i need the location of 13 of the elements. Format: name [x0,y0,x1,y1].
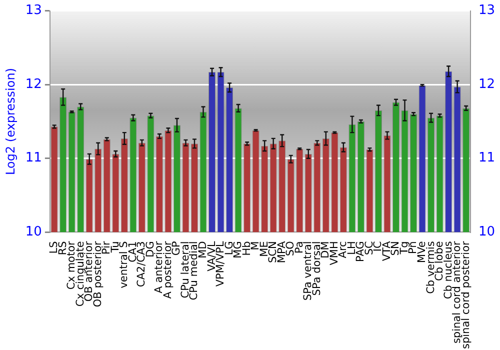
y2-tick-label: 12 [478,76,496,92]
y-axis-title: Log2 (expression) [3,68,18,175]
y-tick-label: 11 [25,150,42,166]
y2-tick-label: 13 [478,3,496,18]
x-tick-label: Tg [398,241,410,256]
y2-tick-label: 11 [478,150,496,166]
y-tick-label: 12 [25,76,42,92]
y-tick-label: 10 [25,224,42,240]
y2-tick-label: 10 [478,224,496,240]
x-tick-label: A posterior [162,240,174,299]
x-tick-label: spinal cord posterior [460,240,472,350]
y-tick-label: 13 [25,3,42,18]
x-tick-label: OB posterior [92,240,104,308]
